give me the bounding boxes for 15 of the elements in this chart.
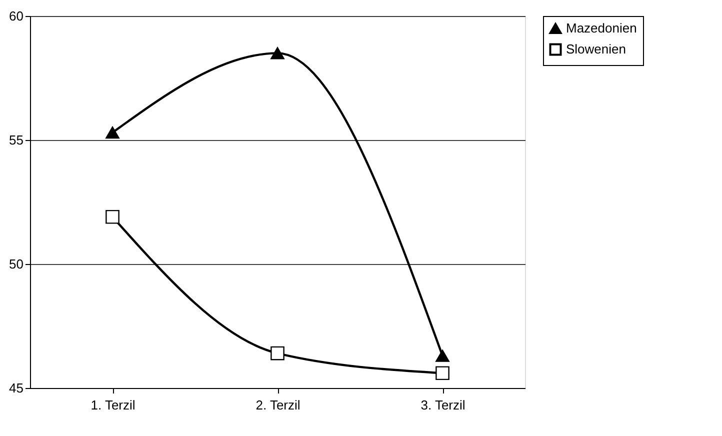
y-tick-label: 45 [9,380,24,396]
point [270,47,284,60]
point [436,366,450,380]
point [270,346,284,360]
y-tick-label: 50 [9,256,24,272]
point [106,210,120,224]
x-tick-label: 1. Terzil [90,398,136,412]
legend-label: Mazedonien [566,20,637,36]
x-tick-label: 3. Terzil [420,398,466,412]
y-tick-label: 55 [9,132,24,148]
legend-label: Slowenien [566,42,626,56]
y-tick-label: 60 [9,8,24,24]
point [436,350,450,362]
point [106,126,120,139]
x-tick-label: 2. Terzil [256,398,300,412]
